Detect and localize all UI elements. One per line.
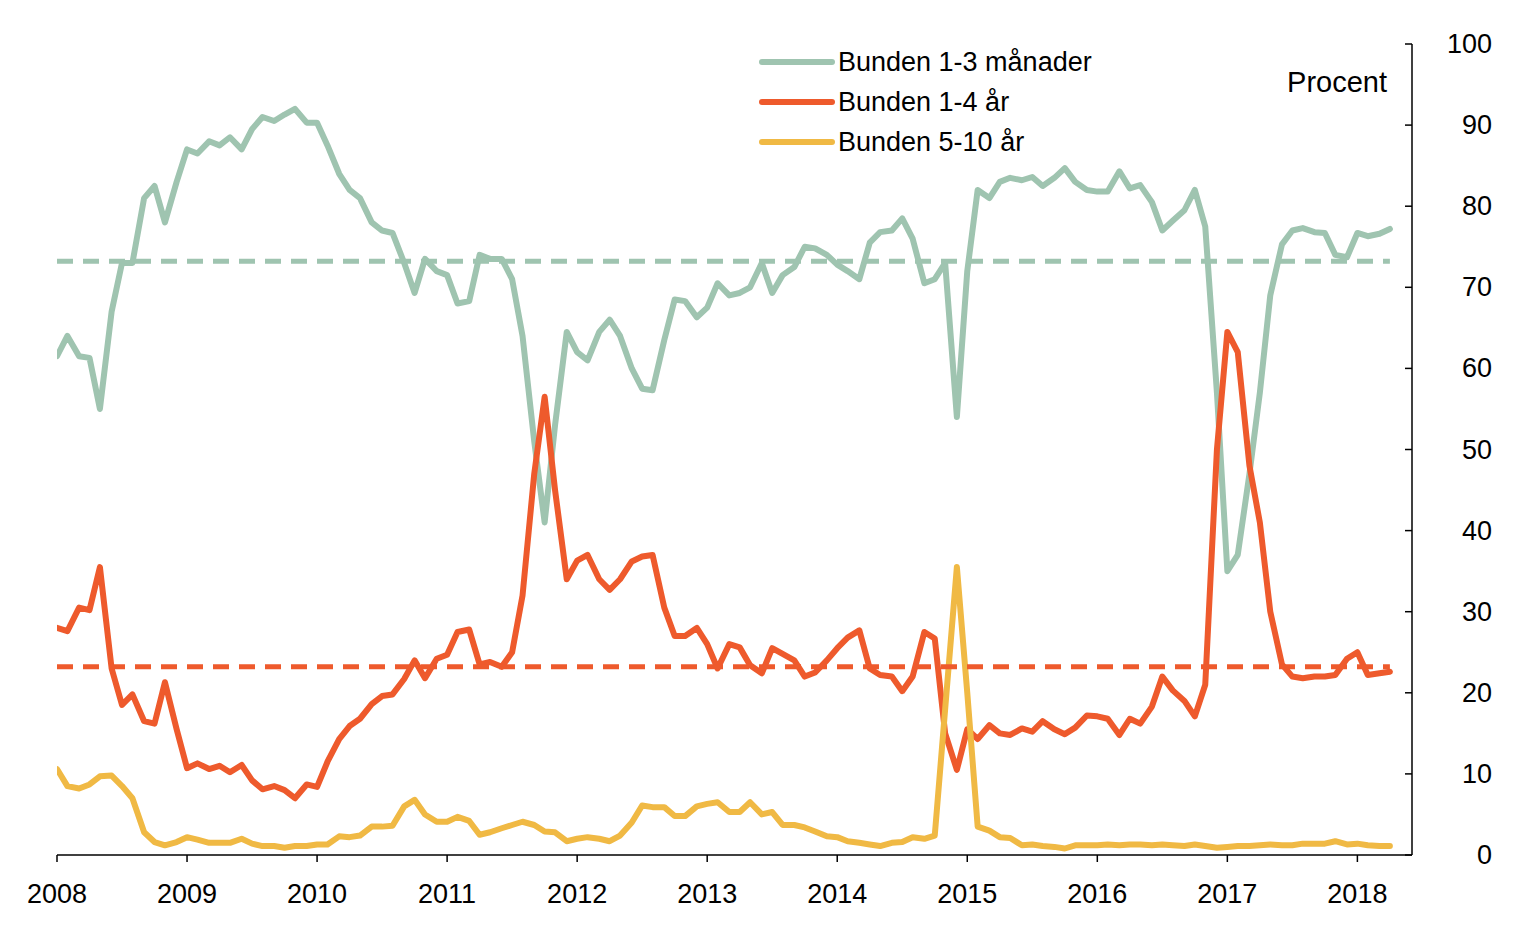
y-tick-label: 60 — [1462, 353, 1492, 383]
legend-label: Bunden 5-10 år — [838, 127, 1024, 157]
x-tick-label: 2012 — [547, 879, 607, 909]
y-tick — [1405, 530, 1412, 532]
x-tick — [967, 855, 969, 862]
x-tick-label: 2010 — [287, 879, 347, 909]
x-axis — [57, 854, 1412, 856]
x-tick-label: 2018 — [1327, 879, 1387, 909]
x-tick — [836, 855, 838, 862]
x-tick-label: 2011 — [418, 879, 476, 909]
chart: 2008200920102011201220132014201520162017… — [0, 0, 1538, 940]
x-tick-label: 2013 — [677, 879, 737, 909]
y-tick — [1405, 368, 1412, 370]
y-tick — [1405, 205, 1412, 207]
x-tick — [1227, 855, 1229, 862]
x-tick-label: 2009 — [157, 879, 217, 909]
x-tick — [1097, 855, 1099, 862]
x-tick — [446, 855, 448, 862]
x-tick — [1357, 855, 1359, 862]
y-tick-label: 40 — [1462, 516, 1492, 546]
y-tick-label: 20 — [1462, 678, 1492, 708]
x-tick-label: 2008 — [27, 879, 87, 909]
y-tick — [1405, 287, 1412, 289]
legend-label: Bunden 1-4 år — [838, 87, 1009, 117]
legend-label: Bunden 1-3 månader — [838, 47, 1092, 77]
y-tick — [1405, 773, 1412, 775]
x-tick — [576, 855, 578, 862]
x-tick-label: 2015 — [937, 879, 997, 909]
y-tick-label: 70 — [1462, 272, 1492, 302]
reference-line — [57, 664, 1390, 669]
series-line — [57, 332, 1390, 798]
y-tick — [1405, 611, 1412, 613]
y-tick — [1405, 692, 1412, 694]
series-line — [57, 109, 1390, 571]
reference-line — [57, 259, 1390, 264]
y-tick — [1405, 449, 1412, 451]
plot-area — [57, 109, 1390, 849]
y-tick-label: 100 — [1447, 29, 1492, 59]
y-tick — [1405, 43, 1412, 45]
y-tick — [1405, 854, 1412, 856]
legend-swatch — [762, 139, 832, 145]
y-tick-label: 50 — [1462, 435, 1492, 465]
y-axis-label: Procent — [1287, 66, 1387, 98]
series-line — [57, 567, 1390, 848]
y-tick-label: 90 — [1462, 110, 1492, 140]
x-tick — [186, 855, 188, 862]
x-tick — [56, 855, 58, 862]
legend-swatch — [762, 99, 832, 105]
x-tick-label: 2017 — [1197, 879, 1257, 909]
x-tick-label: 2014 — [807, 879, 867, 909]
x-tick — [706, 855, 708, 862]
x-tick — [316, 855, 318, 862]
y-tick-label: 30 — [1462, 597, 1492, 627]
legend-swatch — [762, 59, 832, 65]
y-tick-label: 10 — [1462, 759, 1492, 789]
y-tick-label: 0 — [1477, 840, 1492, 870]
x-tick-label: 2016 — [1067, 879, 1127, 909]
y-tick — [1405, 124, 1412, 126]
y-tick-label: 80 — [1462, 191, 1492, 221]
